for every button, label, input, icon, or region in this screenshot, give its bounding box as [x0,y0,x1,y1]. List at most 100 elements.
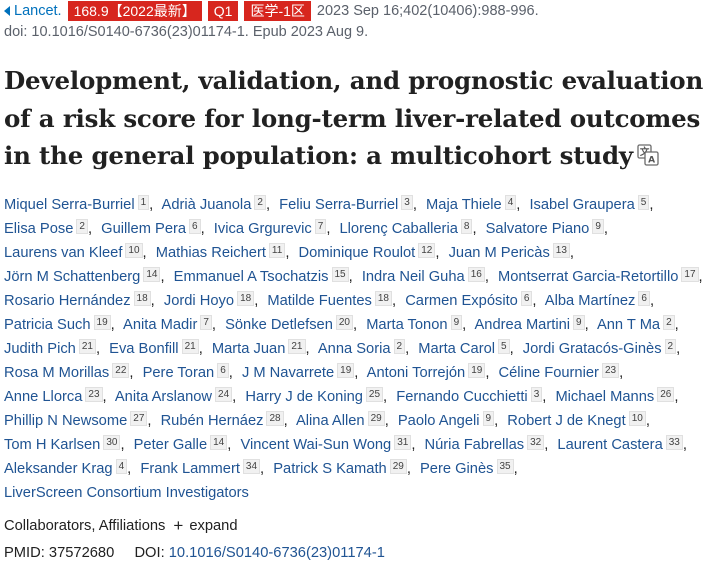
affiliation-number[interactable]: 6 [520,291,533,306]
author-link[interactable]: Marta Tonon 9 [366,315,463,333]
affiliation-number[interactable]: 7 [314,219,327,234]
author-name[interactable]: Phillip N Newsome [4,413,128,429]
author-name[interactable]: Vincent Wai-Sun Wong [240,437,392,453]
author-link[interactable]: Antoni Torrejón 19 [367,363,486,381]
author-link[interactable]: Rosa M Morillas 22 [4,363,130,381]
affiliation-number[interactable]: 4 [115,459,128,474]
affiliation-number[interactable]: 31 [394,435,412,450]
author-name[interactable]: Elisa Pose [4,221,74,237]
author-link[interactable]: Paolo Angeli 9 [398,411,495,429]
author-link[interactable]: Céline Fournier 23 [498,363,620,381]
author-link[interactable]: Marta Carol 5 [418,339,510,357]
affiliation-number[interactable]: 32 [527,435,545,450]
author-name[interactable]: Isabel Graupera [529,197,635,213]
journal-link[interactable]: Lancet. [14,3,62,19]
author-name[interactable]: Maja Thiele [426,197,502,213]
affiliation-number[interactable]: 35 [496,459,514,474]
author-name[interactable]: Peter Galle [133,437,208,453]
author-name[interactable]: Dominique Roulot [298,245,416,261]
affiliation-number[interactable]: 10 [628,411,646,426]
author-name[interactable]: Jordi Hoyo [163,293,235,309]
affiliation-number[interactable]: 19 [93,315,111,330]
affiliation-number[interactable]: 19 [337,363,355,378]
author-link[interactable]: Peter Galle 14 [133,435,228,453]
author-link[interactable]: Jordi Gratacós-Ginès 2 [523,339,677,357]
affiliation-number[interactable]: 26 [657,387,675,402]
author-link[interactable]: Ann T Ma 2 [597,315,675,333]
affiliation-number[interactable]: 9 [450,315,463,330]
author-link[interactable]: Judith Pich 21 [4,339,96,357]
author-link[interactable]: Aleksander Krag 4 [4,459,128,477]
author-link[interactable]: Andrea Martini 9 [475,315,585,333]
author-link[interactable]: Anita Arslanow 24 [115,387,233,405]
author-name[interactable]: Laurent Castera [557,437,663,453]
author-name[interactable]: Robert J de Knegt [507,413,626,429]
back-arrow-icon[interactable] [4,6,10,16]
affiliation-number[interactable]: 33 [665,435,683,450]
author-name[interactable]: Núria Fabrellas [424,437,525,453]
author-link[interactable]: Laurens van Kleef 10 [4,243,143,261]
author-link[interactable]: Feliu Serra-Burriel 3 [279,195,413,213]
affiliation-number[interactable]: 11 [268,243,286,258]
affiliation-number[interactable]: 18 [374,291,392,306]
collaborators-label[interactable]: Collaborators, Affiliations [4,518,166,534]
affiliation-number[interactable]: 17 [681,267,699,282]
affiliation-number[interactable]: 8 [460,219,473,234]
author-name[interactable]: Patricia Such [4,317,91,333]
author-name[interactable]: Anne Llorca [4,389,83,405]
affiliation-number[interactable]: 9 [592,219,604,234]
author-name[interactable]: Salvatore Piano [485,221,590,237]
author-name[interactable]: Jörn M Schattenberg [4,269,141,285]
author-link[interactable]: Indra Neil Guha 16 [362,267,485,285]
author-link[interactable]: Guillem Pera 6 [101,219,201,237]
author-link[interactable]: Eva Bonfill 21 [109,339,199,357]
author-link[interactable]: Juan M Pericàs 13 [449,243,570,261]
author-name[interactable]: Montserrat Garcia-Retortillo [498,269,679,285]
affiliation-number[interactable]: 20 [335,315,353,330]
author-link[interactable]: Matilde Fuentes 18 [267,291,392,309]
author-name[interactable]: Judith Pich [4,341,76,357]
author-name[interactable]: Adrià Juanola [161,197,252,213]
affiliation-number[interactable]: 9 [573,315,585,330]
affiliation-number[interactable]: 29 [389,459,407,474]
affiliation-number[interactable]: 18 [133,291,151,306]
author-link[interactable]: Maja Thiele 4 [426,195,517,213]
author-name[interactable]: Rosa M Morillas [4,365,110,381]
author-name[interactable]: Marta Juan [211,341,286,357]
author-link[interactable]: Frank Lammert 34 [140,459,261,477]
author-name[interactable]: Marta Tonon [366,317,448,333]
affiliation-number[interactable]: 24 [215,387,233,402]
affiliation-number[interactable]: 25 [365,387,384,402]
affiliation-number[interactable]: 6 [638,291,650,306]
author-name[interactable]: Céline Fournier [498,365,599,381]
author-name[interactable]: Aleksander Krag [4,461,113,477]
author-link[interactable]: Anne Llorca 23 [4,387,103,405]
affiliation-number[interactable]: 30 [103,435,121,450]
author-name[interactable]: Rubén Hernáez [160,413,264,429]
author-name[interactable]: Rosario Hernández [4,293,131,309]
author-link[interactable]: Alba Martínez 6 [545,291,650,309]
affiliation-number[interactable]: 6 [189,219,201,234]
author-name[interactable]: Miquel Serra-Burriel [4,197,135,213]
author-link[interactable]: Robert J de Knegt 10 [507,411,646,429]
author-name[interactable]: Sönke Detlefsen [225,317,333,333]
author-name[interactable]: Anna Soria [317,341,391,357]
author-link[interactable]: Mathias Reichert 11 [155,243,286,261]
affiliation-number[interactable]: 21 [78,339,96,354]
author-link[interactable]: Rubén Hernáez 28 [160,411,284,429]
affiliation-number[interactable]: 9 [482,411,495,426]
author-link[interactable]: Montserrat Garcia-Retortillo 17 [498,267,699,285]
affiliation-number[interactable]: 2 [254,195,266,210]
author-link[interactable]: Elisa Pose 2 [4,219,88,237]
author-link[interactable]: Michael Manns 26 [555,387,675,405]
author-name[interactable]: Mathias Reichert [155,245,266,261]
author-name[interactable]: Harry J de Koning [245,389,363,405]
affiliation-number[interactable]: 19 [468,363,486,378]
author-link[interactable]: Harry J de Koning 25 [245,387,384,405]
author-link[interactable]: J M Navarrete 19 [242,363,355,381]
author-link[interactable]: Marta Juan 21 [211,339,306,357]
author-link[interactable]: Pere Toran 6 [143,363,229,381]
author-name[interactable]: Pere Ginès [420,461,494,477]
affiliation-number[interactable]: 3 [401,195,413,210]
collaborators-affiliations[interactable]: Collaborators, Affiliations + expand [4,517,238,534]
